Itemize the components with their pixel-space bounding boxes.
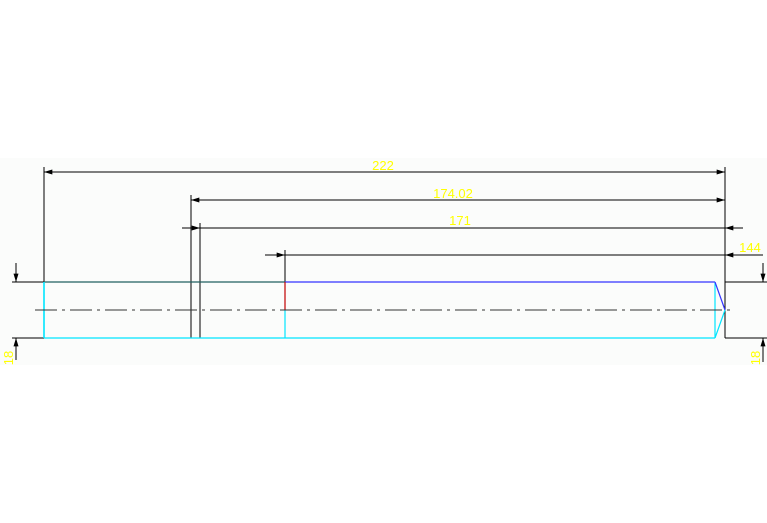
dimension-text-171: 171 <box>449 213 471 228</box>
dimension-text-144: 144 <box>739 240 761 255</box>
dimension-text-dia-left: 18 <box>1 351 16 365</box>
drawing-area-background <box>0 158 767 365</box>
dimension-text-222: 222 <box>372 158 394 173</box>
dimension-text-dia-right: 18 <box>748 351 763 365</box>
dimension-text-174-02: 174.02 <box>433 186 473 201</box>
